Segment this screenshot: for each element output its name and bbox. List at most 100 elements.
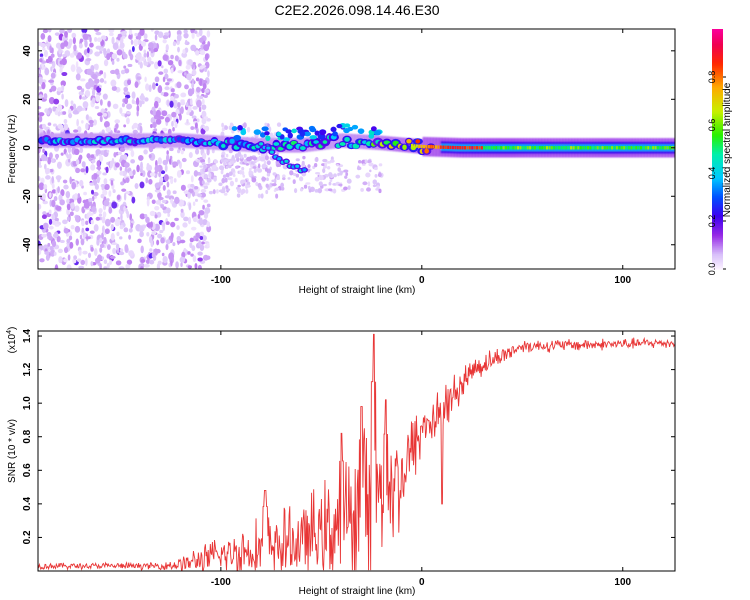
noise-cell xyxy=(110,69,116,75)
noise-cell xyxy=(69,241,74,249)
ridge-blob-core xyxy=(300,146,306,151)
ridge-core-cell xyxy=(570,146,573,150)
noise-cell xyxy=(105,126,112,133)
colorbar-cell xyxy=(712,233,723,236)
noise-cell xyxy=(110,224,114,231)
noise-cell xyxy=(199,50,206,56)
ridge-core-cell xyxy=(517,146,520,150)
noise-cell xyxy=(63,246,69,254)
spectrogram-y-label: Frequency (Hz) xyxy=(7,115,18,184)
noise-cell xyxy=(59,199,65,206)
noise-cell xyxy=(149,210,156,217)
noise-cell xyxy=(123,86,129,92)
noise-cell xyxy=(151,199,156,205)
noise-cell xyxy=(96,37,103,43)
noise-cell xyxy=(139,231,144,238)
noise-cell xyxy=(181,251,186,259)
noise-cell xyxy=(155,200,161,205)
ridge-core-cell xyxy=(652,146,655,150)
noise-cell xyxy=(234,177,238,183)
noise-cell xyxy=(189,237,194,243)
noise-cell xyxy=(114,218,121,227)
noise-cell xyxy=(160,204,164,209)
noise-cell xyxy=(48,225,54,230)
noise-cell xyxy=(222,174,227,178)
ridge-blob-core xyxy=(402,144,407,150)
noise-cell xyxy=(111,85,117,91)
noise-cell xyxy=(85,58,92,62)
noise-cell xyxy=(366,160,372,164)
noise-cell xyxy=(102,172,107,176)
noise-cell xyxy=(203,94,208,99)
halo-cell xyxy=(621,144,625,152)
ridge-core-cell xyxy=(495,146,498,150)
ridge-core-cell xyxy=(625,146,628,150)
ridge-core-cell xyxy=(505,146,508,150)
ridge-blob-outer xyxy=(259,132,266,138)
ridge-core-cell xyxy=(647,146,650,150)
noise-cell xyxy=(103,71,107,79)
noise-cell xyxy=(308,189,312,193)
noise-cell xyxy=(223,161,226,167)
noise-cell xyxy=(86,53,90,58)
ridge-core-cell xyxy=(632,146,635,150)
colorbar-cell xyxy=(712,215,723,218)
noise-cell xyxy=(180,149,184,155)
noise-cell xyxy=(42,29,49,34)
colorbar-cell xyxy=(712,187,723,190)
noise-cell xyxy=(139,167,143,173)
noise-cell xyxy=(69,211,74,217)
noise-cell xyxy=(200,128,206,135)
noise-cell xyxy=(118,266,125,269)
ridge-blob-outer xyxy=(299,131,306,137)
noise-cell xyxy=(148,178,153,185)
noise-cell xyxy=(41,233,47,238)
noise-cell xyxy=(111,60,115,65)
noise-cell xyxy=(190,44,197,52)
ridge-blob-core xyxy=(273,142,280,146)
noise-cell xyxy=(177,70,184,74)
noise-cell xyxy=(207,159,211,164)
noise-cell xyxy=(74,205,80,212)
colorbar-cell xyxy=(712,169,723,172)
noise-cell xyxy=(152,121,157,129)
noise-cell xyxy=(158,116,165,120)
noise-cell xyxy=(160,91,164,96)
noise-cell xyxy=(109,259,113,265)
noise-cell xyxy=(110,216,116,223)
noise-cell xyxy=(106,244,111,250)
noise-cell xyxy=(374,167,378,171)
noise-cell xyxy=(139,29,145,36)
noise-cell xyxy=(137,238,142,244)
noise-cell xyxy=(203,173,209,179)
noise-cell xyxy=(276,164,282,168)
halo-cell xyxy=(335,133,339,149)
noise-cell xyxy=(131,45,135,52)
noise-cell xyxy=(136,164,140,173)
noise-cell xyxy=(38,164,42,168)
noise-cell xyxy=(116,231,120,237)
noise-cell xyxy=(198,217,203,226)
noise-cell xyxy=(197,213,201,220)
colorbar-cell xyxy=(712,111,723,114)
noise-cell xyxy=(206,30,211,38)
noise-cell xyxy=(248,170,254,175)
ridge-core-cell xyxy=(480,146,483,150)
ridge-core-cell xyxy=(562,146,565,150)
ridge-core-cell xyxy=(478,146,481,150)
noise-cell xyxy=(64,31,67,37)
noise-cell xyxy=(38,176,41,182)
branch-blob-core xyxy=(266,146,271,150)
noise-cell xyxy=(228,171,233,176)
ridge-core-cell xyxy=(618,146,621,150)
noise-cell xyxy=(53,251,57,256)
noise-cell xyxy=(329,159,335,163)
noise-cell xyxy=(48,218,53,225)
colorbar-cell xyxy=(712,71,723,74)
noise-cell xyxy=(98,207,103,214)
noise-cell xyxy=(120,181,125,186)
noise-cell xyxy=(225,172,230,178)
ridge-blob-outer xyxy=(240,129,247,136)
noise-cell xyxy=(149,248,153,252)
noise-cell xyxy=(44,251,50,255)
